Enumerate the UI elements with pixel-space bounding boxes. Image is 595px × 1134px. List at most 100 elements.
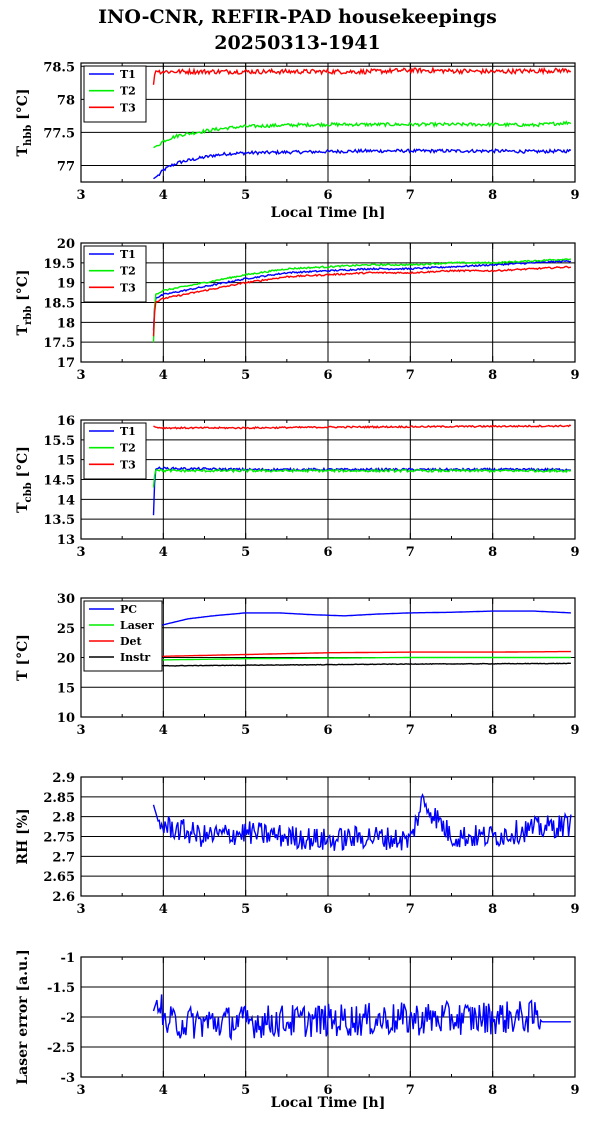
x-tick-label: 9 [570, 902, 579, 917]
series-line-t1 [152, 259, 572, 331]
y-axis-label: Thbb [°C] [15, 89, 34, 157]
x-tick-label: 3 [76, 723, 85, 738]
chart-panel-3: 3 4 5 6 7 8 9 13 13.5 14 14.5 15 15.5 16 Tcbb [°C] T1 T2… [15, 414, 580, 560]
x-tick-label: 5 [241, 368, 250, 383]
legend: T1 T2 T3 [83, 65, 147, 123]
series-line-t3 [153, 424, 572, 430]
legend-box [83, 245, 147, 303]
x-tick-label: 7 [406, 545, 415, 560]
y-tick-label: 2.8 [52, 811, 75, 826]
series-line-t3 [152, 66, 571, 85]
series-line-t2 [152, 258, 572, 343]
y-tick-label: 78.5 [43, 60, 75, 75]
x-tick-label: 7 [406, 188, 415, 203]
legend-label: T1 [120, 68, 136, 81]
x-tick-label: 6 [323, 1083, 332, 1098]
x-axis-label: Local Time [h] [271, 205, 386, 221]
y-tick-label: 2.75 [43, 831, 75, 846]
y-axis-label: T [°C] [15, 634, 31, 681]
chart-panel-5: 3 4 5 6 7 8 9 2.6 2.65 2.7 2.75 2.8 2.85 2.9 RH [%] [15, 771, 580, 917]
legend-label: T3 [120, 458, 136, 471]
x-tick-label: 5 [241, 1083, 250, 1098]
y-axis-label: Tcbb [°C] [15, 446, 34, 513]
y-tick-label: 2.7 [52, 850, 75, 865]
y-tick-label: 14.5 [43, 474, 75, 489]
y-tick-label: 13.5 [43, 513, 75, 528]
legend-label: T1 [120, 248, 136, 261]
plot-frame [80, 776, 576, 897]
y-tick-label: 30 [57, 592, 75, 607]
x-tick-label: 5 [241, 188, 250, 203]
y-tick-label: -1 [61, 951, 75, 966]
series-line-t2 [153, 120, 572, 149]
x-tick-label: 4 [159, 545, 168, 560]
x-tick-label: 3 [76, 902, 85, 917]
x-axis-label: Local Time [h] [271, 1095, 386, 1111]
x-tick-label: 8 [488, 723, 497, 738]
x-tick-label: 9 [570, 545, 579, 560]
chart-panel-4: 3 4 5 6 7 8 9 10 15 20 25 30 T [°C] PC Laser Det Instr [15, 592, 580, 738]
x-tick-label: 4 [159, 188, 168, 203]
y-tick-label: 2.65 [43, 870, 75, 885]
x-tick-label: 6 [323, 902, 332, 917]
figure-title: INO-CNR, REFIR-PAD housekeepings 2025031… [0, 4, 595, 56]
series-line-t1 [153, 148, 572, 180]
legend-label: PC [120, 603, 137, 616]
x-tick-label: 5 [241, 723, 250, 738]
y-tick-label: 20 [57, 237, 75, 252]
y-tick-label: 17.5 [43, 336, 75, 351]
x-tick-label: 9 [570, 188, 579, 203]
x-tick-label: 6 [323, 723, 332, 738]
y-tick-label: 78 [57, 93, 75, 108]
plot-frame [80, 242, 576, 363]
y-tick-label: 2.9 [52, 771, 75, 786]
x-tick-label: 9 [570, 368, 579, 383]
legend-label: Instr [120, 651, 150, 664]
y-tick-label: 77 [57, 159, 75, 174]
title-line-1: INO-CNR, REFIR-PAD housekeepings [98, 6, 497, 28]
y-axis-label: RH [%] [15, 808, 31, 864]
y-tick-label: 15.5 [43, 434, 75, 449]
title-line-2: 20250313-1941 [214, 32, 381, 54]
x-tick-label: 8 [488, 902, 497, 917]
series-line-instr [153, 662, 571, 668]
x-tick-label: 4 [159, 723, 168, 738]
y-tick-label: 16 [57, 414, 75, 429]
series-line-t2 [152, 468, 572, 488]
x-tick-label: 8 [488, 1083, 497, 1098]
x-tick-label: 6 [323, 545, 332, 560]
chart-panel-6: 3 4 5 6 7 8 9 -3 -2.5 -2 -1.5 -1 Laser error [a.u.] L… [15, 949, 580, 1111]
legend-label: T1 [120, 425, 136, 438]
y-axis-label: Laser error [a.u.] [15, 949, 31, 1084]
y-tick-label: -1.5 [47, 981, 75, 996]
legend-label: T2 [120, 442, 136, 455]
y-tick-label: 10 [57, 711, 75, 726]
y-tick-label: -3 [61, 1071, 75, 1086]
legend-label: T3 [120, 281, 136, 294]
y-tick-label: 2.85 [43, 791, 75, 806]
y-tick-label: 18.5 [43, 297, 75, 312]
y-tick-label: 15 [57, 681, 75, 696]
x-tick-label: 9 [570, 723, 579, 738]
x-tick-label: 3 [76, 1083, 85, 1098]
x-tick-label: 9 [570, 1083, 579, 1098]
y-tick-label: 19 [57, 277, 75, 292]
series-line-laser [153, 656, 571, 662]
x-tick-label: 8 [488, 545, 497, 560]
x-tick-label: 7 [406, 902, 415, 917]
y-tick-label: 19.5 [43, 257, 75, 272]
legend-label: T2 [120, 265, 136, 278]
x-tick-label: 8 [488, 368, 497, 383]
x-tick-label: 3 [76, 188, 85, 203]
legend: T1 T2 T3 [83, 422, 147, 480]
y-tick-label: 18 [57, 316, 75, 331]
x-tick-label: 6 [323, 188, 332, 203]
legend: T1 T2 T3 [83, 245, 147, 303]
x-tick-label: 5 [241, 545, 250, 560]
x-tick-label: 7 [406, 368, 415, 383]
series-line-t1 [152, 466, 572, 516]
series-line-data [152, 793, 572, 852]
x-tick-label: 4 [159, 1083, 168, 1098]
